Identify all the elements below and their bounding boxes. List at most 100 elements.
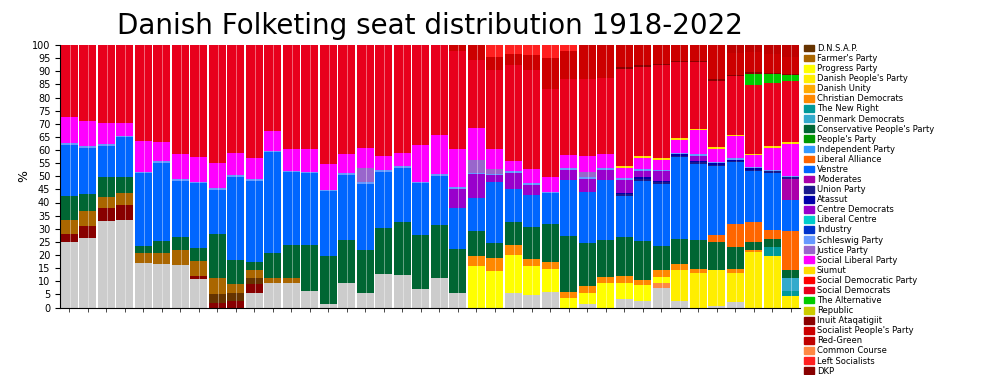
Bar — [745, 155, 762, 167]
Bar — [690, 273, 707, 308]
Bar — [727, 158, 744, 159]
Bar — [690, 269, 707, 273]
Bar — [209, 188, 226, 189]
Bar — [653, 288, 670, 308]
Bar — [135, 253, 152, 263]
Bar — [764, 238, 781, 247]
Bar — [616, 276, 633, 283]
Bar — [579, 79, 596, 156]
Bar — [727, 225, 744, 247]
Bar — [616, 237, 633, 276]
Bar — [486, 243, 503, 258]
Bar — [616, 45, 633, 67]
Bar — [264, 278, 281, 283]
Bar — [579, 304, 596, 307]
Bar — [190, 182, 207, 183]
Bar — [764, 45, 781, 54]
Bar — [597, 168, 614, 170]
Bar — [764, 148, 781, 170]
Bar — [782, 278, 799, 291]
Bar — [597, 45, 614, 78]
Bar — [542, 192, 559, 194]
Bar — [523, 227, 540, 259]
Bar — [190, 261, 207, 276]
Bar — [708, 235, 725, 242]
Bar — [153, 45, 170, 142]
Bar — [764, 82, 781, 147]
Bar — [727, 136, 744, 158]
Bar — [782, 296, 799, 307]
Bar — [727, 75, 744, 76]
Bar — [468, 198, 485, 231]
Bar — [246, 45, 263, 158]
Bar — [764, 170, 781, 171]
Bar — [690, 62, 707, 129]
Bar — [301, 291, 318, 308]
Bar — [634, 65, 651, 67]
Bar — [708, 149, 725, 162]
Bar — [653, 183, 670, 184]
Bar — [745, 72, 762, 74]
Bar — [616, 69, 633, 166]
Bar — [394, 153, 411, 166]
Bar — [764, 255, 781, 308]
Bar — [301, 244, 318, 291]
Bar — [338, 240, 355, 283]
Bar — [523, 70, 540, 169]
Bar — [486, 176, 503, 182]
Bar — [727, 159, 744, 161]
Bar — [782, 144, 799, 176]
Bar — [727, 162, 744, 225]
Bar — [394, 45, 411, 153]
Bar — [782, 74, 799, 75]
Bar — [505, 292, 522, 308]
Bar — [190, 183, 207, 248]
Bar — [79, 45, 96, 122]
Bar — [246, 179, 263, 181]
Bar — [782, 200, 799, 231]
Bar — [172, 237, 189, 250]
Bar — [745, 252, 762, 308]
Bar — [468, 266, 485, 308]
Bar — [153, 162, 170, 163]
Bar — [486, 169, 503, 174]
Bar — [671, 138, 688, 140]
Bar — [357, 45, 374, 148]
Bar — [727, 161, 744, 162]
Bar — [338, 283, 355, 308]
Bar — [79, 146, 96, 148]
Bar — [431, 176, 448, 225]
Bar — [301, 149, 318, 172]
Bar — [745, 170, 762, 171]
Bar — [745, 85, 762, 154]
Bar — [523, 169, 540, 183]
Bar — [764, 247, 781, 255]
Bar — [690, 162, 707, 164]
Bar — [375, 45, 392, 156]
Bar — [782, 142, 799, 144]
Bar — [708, 81, 725, 147]
Bar — [227, 45, 244, 153]
Legend: D.N.S.A.P., Farmer's Party, Progress Party, Danish People's Party, Danish Unity,: D.N.S.A.P., Farmer's Party, Progress Par… — [804, 44, 934, 375]
Bar — [431, 135, 448, 174]
Bar — [338, 173, 355, 175]
Bar — [246, 270, 263, 278]
Bar — [745, 242, 762, 250]
Bar — [264, 152, 281, 253]
Bar — [505, 64, 522, 161]
Bar — [449, 249, 466, 292]
Bar — [653, 277, 670, 283]
Bar — [209, 303, 226, 307]
Bar — [560, 236, 577, 292]
Bar — [634, 171, 651, 177]
Bar — [523, 295, 540, 307]
Bar — [560, 170, 577, 180]
Bar — [708, 147, 725, 149]
Bar — [246, 262, 263, 270]
Bar — [505, 161, 522, 171]
Bar — [745, 154, 762, 155]
Bar — [690, 154, 707, 156]
Bar — [246, 284, 263, 292]
Bar — [616, 178, 633, 180]
Bar — [708, 45, 725, 79]
